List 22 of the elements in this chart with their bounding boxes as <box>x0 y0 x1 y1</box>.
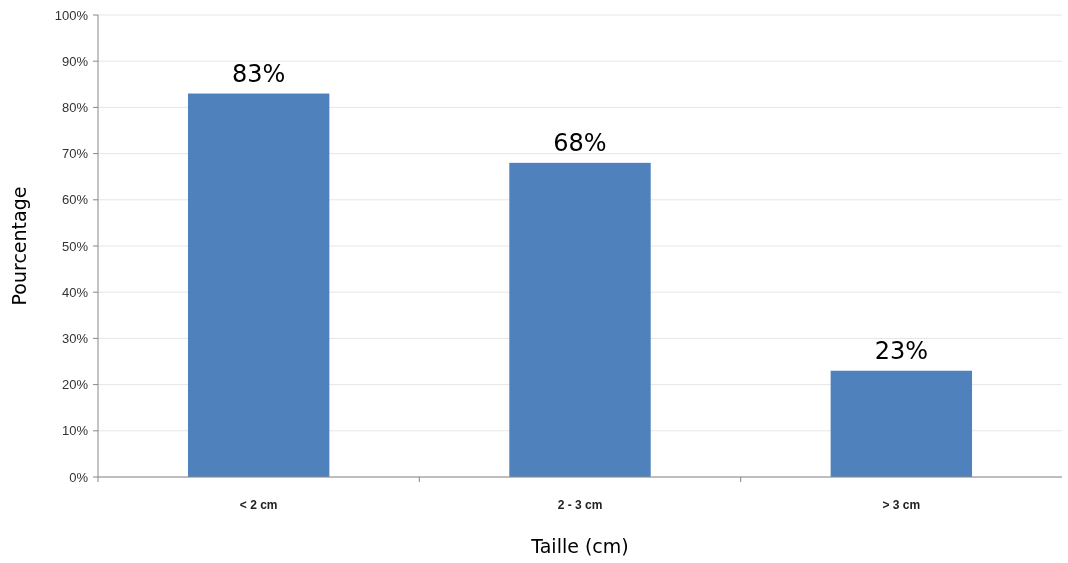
y-tick-label: 70% <box>61 146 89 162</box>
bar <box>509 162 651 477</box>
x-tick-label: 2 - 3 cm <box>557 498 603 512</box>
y-tick-label: 10% <box>61 423 89 439</box>
y-tick-label: 20% <box>61 377 89 393</box>
y-tick-label: 0% <box>69 469 89 485</box>
y-tick-label: 30% <box>61 330 89 346</box>
y-axis-title: Pourcentage <box>8 186 30 306</box>
data-label: 68% <box>553 128 607 157</box>
data-label: 23% <box>874 336 929 365</box>
bar <box>187 93 330 477</box>
x-tick-label: < 2 cm <box>239 498 278 512</box>
y-tick-label: 90% <box>61 53 89 69</box>
y-tick-label: 80% <box>61 99 89 115</box>
y-tick-label: 50% <box>61 238 89 254</box>
data-label: 83% <box>231 59 286 88</box>
bar <box>830 370 973 477</box>
y-tick-label: 60% <box>61 192 89 208</box>
x-axis-title: Taille (cm) <box>530 535 629 557</box>
y-tick-label: 40% <box>61 284 89 300</box>
y-tick-label: 100% <box>54 7 89 23</box>
x-tick-label: > 3 cm <box>882 498 921 512</box>
